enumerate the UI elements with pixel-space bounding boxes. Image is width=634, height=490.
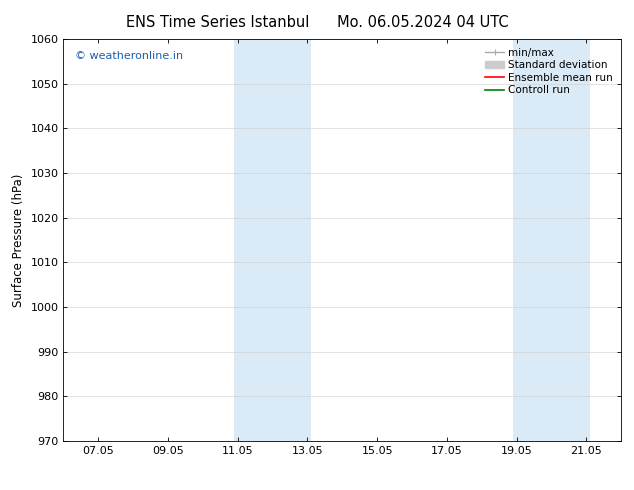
Y-axis label: Surface Pressure (hPa): Surface Pressure (hPa) <box>12 173 25 307</box>
Bar <box>235 39 311 441</box>
Bar <box>513 39 590 441</box>
Legend: min/max, Standard deviation, Ensemble mean run, Controll run: min/max, Standard deviation, Ensemble me… <box>482 45 616 98</box>
Text: © weatheronline.in: © weatheronline.in <box>75 51 183 61</box>
Text: ENS Time Series Istanbul      Mo. 06.05.2024 04 UTC: ENS Time Series Istanbul Mo. 06.05.2024 … <box>126 15 508 30</box>
